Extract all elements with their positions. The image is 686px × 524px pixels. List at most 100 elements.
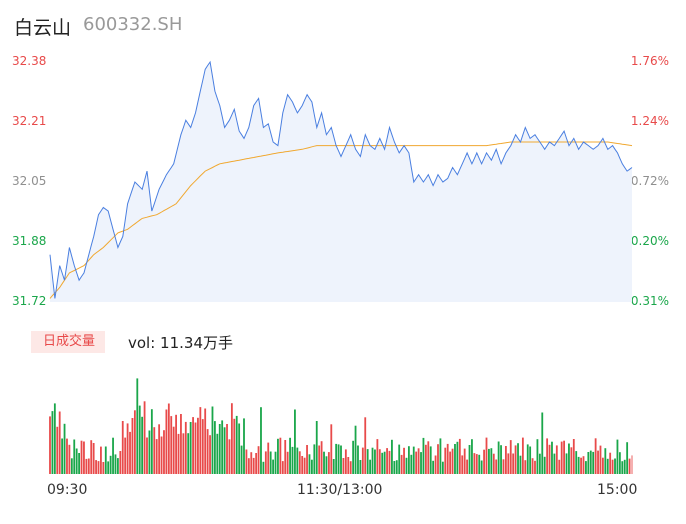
volume-bar <box>286 451 289 474</box>
volume-bar <box>247 458 250 474</box>
volume-bar <box>519 455 522 474</box>
volume-bar <box>274 451 277 474</box>
volume-bar <box>121 421 124 474</box>
price-label-4: 31.88 <box>12 234 47 248</box>
time-label-close: 15:00 <box>597 482 638 498</box>
volume-bar <box>53 403 56 474</box>
volume-bar <box>56 426 59 474</box>
volume-bar <box>204 408 207 474</box>
volume-bar <box>150 409 153 474</box>
volume-bar <box>592 451 595 474</box>
volume-bar <box>500 445 502 474</box>
volume-bar <box>391 439 393 474</box>
volume-bar <box>90 440 93 474</box>
volume-bar <box>335 443 338 474</box>
volume-bar <box>245 449 248 474</box>
volume-bar <box>318 445 321 474</box>
volume-bar <box>141 416 144 474</box>
volume-bar <box>313 444 316 474</box>
volume-bar <box>303 457 306 474</box>
volume-bar <box>68 444 71 474</box>
volume-bar <box>364 417 367 474</box>
volume-bar <box>49 416 51 474</box>
volume-bar <box>153 427 156 474</box>
volume-bar <box>133 410 136 474</box>
volume-bar <box>192 417 194 474</box>
volume-bar <box>555 445 558 474</box>
volume-bar <box>570 447 573 474</box>
volume-bar <box>284 440 287 474</box>
volume-bar <box>75 448 78 474</box>
volume-bar <box>342 458 345 474</box>
volume-bar <box>512 453 515 474</box>
volume-bar <box>109 455 112 474</box>
volume-bar <box>357 445 359 474</box>
volume-bar <box>621 461 624 474</box>
volume-bar <box>369 459 371 474</box>
volume-bar <box>104 446 107 474</box>
volume-bar <box>184 421 187 474</box>
volume-bar <box>531 458 534 474</box>
volume-bar <box>546 438 549 474</box>
volume-bar <box>255 453 258 474</box>
volume-bar <box>206 429 209 474</box>
volume-bar <box>260 407 262 474</box>
volume-bar <box>441 461 444 474</box>
volume-bar <box>461 455 464 474</box>
volume-bar <box>78 453 80 474</box>
volume-bar <box>330 424 333 474</box>
volume-bar <box>230 403 233 474</box>
volume-bar <box>449 451 452 474</box>
volume-bar <box>298 451 301 474</box>
volume-bar <box>495 459 498 474</box>
volume-bar <box>221 420 224 474</box>
volume-bar <box>575 451 578 474</box>
volume-bar <box>541 412 544 474</box>
price-area <box>50 62 632 302</box>
volume-bar <box>291 446 294 474</box>
volume-bar <box>262 461 265 474</box>
volume-bar <box>170 416 173 474</box>
volume-bar <box>538 453 541 474</box>
volume-bar <box>471 439 473 474</box>
volume-bar <box>172 426 175 474</box>
volume-tab[interactable]: 日成交量 <box>31 331 106 353</box>
price-label-3: 32.05 <box>12 174 47 188</box>
volume-bar <box>269 451 272 474</box>
volume-bar <box>306 445 308 474</box>
average-price-line <box>49 141 633 299</box>
volume-bar <box>228 439 231 474</box>
volume-bar <box>400 454 403 474</box>
volume-bar <box>434 455 437 474</box>
volume-bar <box>548 444 551 474</box>
volume-bar <box>308 454 311 474</box>
volume-bar <box>323 451 325 474</box>
volume-bar <box>201 419 204 474</box>
volume-bar <box>281 461 284 474</box>
volume-bar <box>468 445 471 474</box>
volume-bar <box>332 459 335 474</box>
pct-label-1: 1.76% <box>630 54 669 68</box>
volume-bar <box>451 448 454 474</box>
volume-bar <box>454 444 456 474</box>
volume-bar <box>114 454 117 474</box>
volume-bar <box>211 406 214 474</box>
volume-bar <box>177 433 180 474</box>
volume-bar <box>437 444 439 474</box>
volume-bar <box>112 437 114 474</box>
volume-bar <box>301 456 304 474</box>
volume-bar <box>631 455 633 474</box>
volume-bar <box>199 407 202 474</box>
volume-bar <box>272 459 274 474</box>
volume-bar <box>611 459 614 474</box>
volume-bar <box>315 421 318 474</box>
volume-bar <box>599 445 602 474</box>
volume-bar <box>502 459 505 474</box>
time-label-open: 09:30 <box>47 482 88 498</box>
volume-bar <box>347 457 350 474</box>
volume-bar <box>626 442 629 474</box>
volume-bar <box>526 444 529 474</box>
volume-bar <box>340 445 342 474</box>
volume-bar <box>405 457 408 474</box>
volume-bar <box>63 423 66 474</box>
